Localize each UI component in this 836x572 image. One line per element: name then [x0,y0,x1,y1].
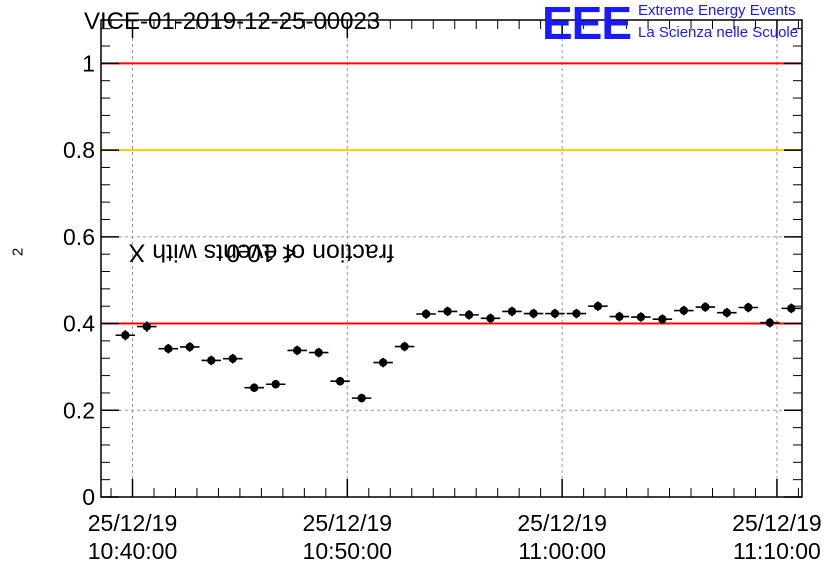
data-point [572,309,581,318]
y-axis-label-suffix: < 10.0 [226,238,297,267]
x-tick-label-date: 25/12/19 [303,510,393,536]
data-point [228,354,237,363]
logo-line1: Extreme Energy Events [638,2,796,19]
data-points [115,301,801,403]
x-tick-label-date: 25/12/19 [88,510,178,536]
data-point [250,383,259,392]
chart-title: VICE-01-2019-12-25-00023 [84,8,381,35]
data-point [486,314,495,323]
y-tick-label: 1 [82,50,95,76]
x-axis: 25/12/1910:40:0025/12/1910:50:0025/12/19… [88,20,822,564]
y-axis-label-sup: 2 [9,247,27,257]
data-point [314,348,323,357]
x-tick-label-date: 25/12/19 [732,510,822,536]
data-point [529,309,538,318]
x-tick-label-date: 25/12/19 [517,510,607,536]
data-point [636,312,646,322]
data-point [507,307,517,316]
y-tick-label: 0.8 [63,137,95,163]
data-point [765,318,774,327]
x-tick-label-time: 10:50:00 [303,538,393,564]
data-point [335,377,345,386]
plot-frame [100,19,803,498]
data-point [787,304,796,313]
data-point [658,315,667,324]
logo-mark: EEE [542,0,632,49]
eee-logo: EEE Extreme Energy Events La Scienza nel… [542,0,832,49]
data-point [615,312,624,321]
x-tick-label-time: 11:00:00 [518,538,606,564]
data-point [121,331,130,340]
logo-line2: La Scienza nelle Scuole [638,24,799,41]
x-tick-label-time: 10:40:00 [88,538,178,564]
data-point [464,310,474,320]
data-point [292,346,302,355]
y-tick-label: 0 [82,484,95,510]
data-point [378,358,388,367]
data-point [207,356,216,365]
data-point [593,302,603,311]
y-tick-label: 0.4 [63,311,95,337]
x-tick-label-time: 11:10:00 [733,538,821,564]
data-point [164,344,173,353]
data-point [701,302,710,312]
data-point [550,309,560,318]
y-axis: 0 0.2 0.4 0.6 0.8 1 [63,28,802,510]
data-point [357,393,366,403]
reference-lines [101,62,802,325]
data-point [744,303,753,312]
data-point [142,322,152,331]
data-point [271,380,280,389]
data-point [679,306,689,315]
y-tick-label: 0.2 [63,397,95,423]
data-point [421,309,431,319]
data-point [722,308,732,317]
data-point [443,307,452,316]
y-tick-label: 0.6 [63,224,95,250]
data-point [400,342,409,351]
data-point [185,342,194,352]
